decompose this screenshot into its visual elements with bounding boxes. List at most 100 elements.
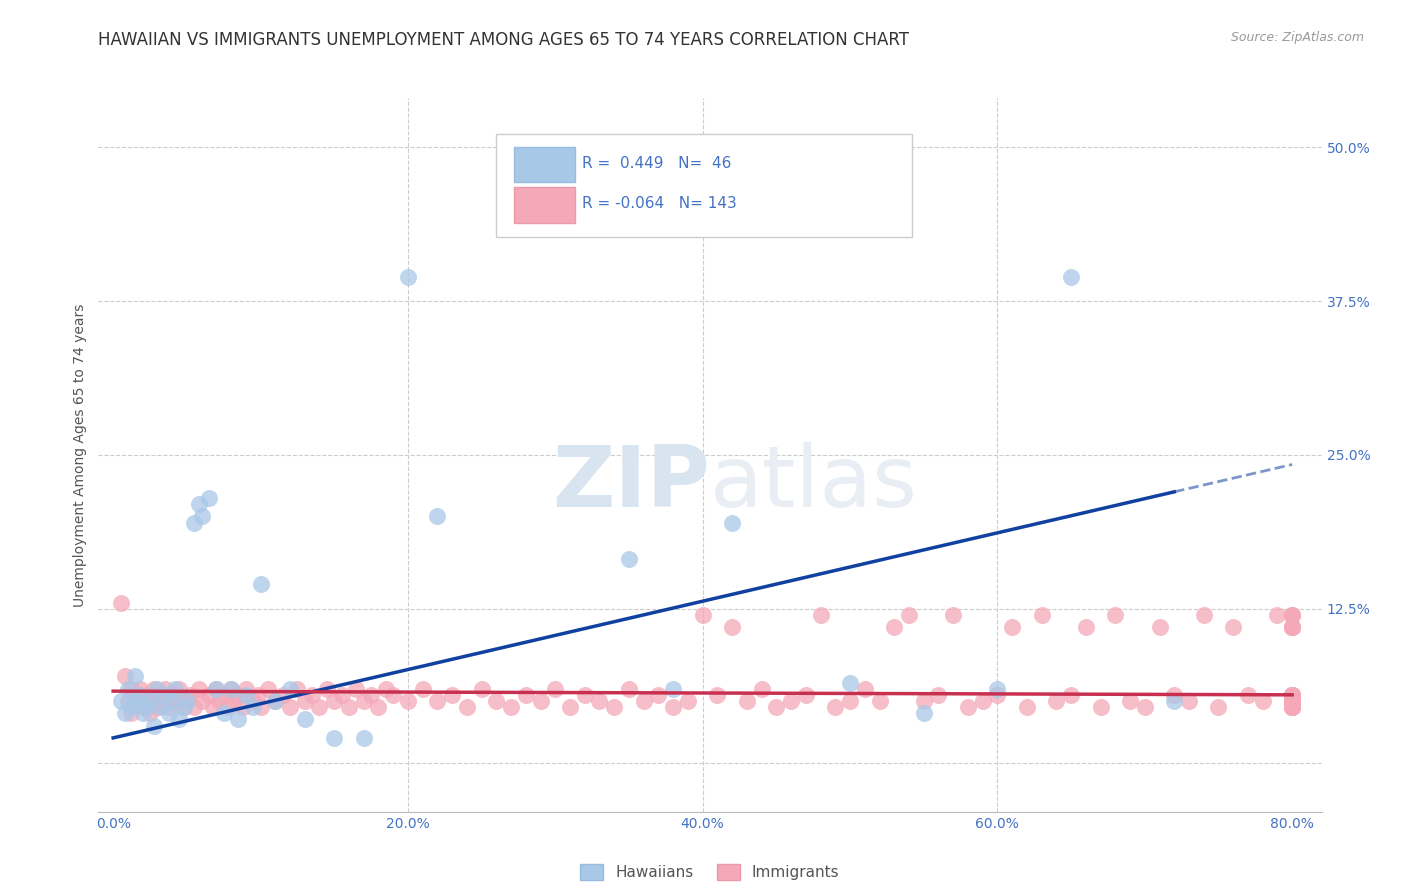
- Point: [110, 596, 132, 610]
- Point: [337, 700, 360, 714]
- Point: [765, 700, 787, 714]
- Point: [190, 694, 212, 708]
- Point: [271, 688, 294, 702]
- Point: [824, 700, 846, 714]
- Point: [912, 694, 935, 708]
- Point: [927, 688, 949, 702]
- Point: [529, 694, 551, 708]
- Point: [1090, 700, 1112, 714]
- Point: [202, 700, 225, 714]
- Point: [149, 700, 172, 714]
- Point: [117, 694, 139, 708]
- Point: [912, 706, 935, 721]
- Point: [157, 706, 180, 721]
- Point: [721, 516, 744, 530]
- Point: [1178, 694, 1201, 708]
- Point: [183, 700, 205, 714]
- Point: [1281, 688, 1303, 702]
- Point: [242, 694, 264, 708]
- Point: [1015, 700, 1038, 714]
- Point: [412, 681, 434, 696]
- Point: [323, 694, 346, 708]
- Point: [456, 700, 478, 714]
- Point: [1281, 688, 1303, 702]
- Point: [120, 700, 142, 714]
- Point: [367, 700, 389, 714]
- Point: [249, 577, 271, 591]
- Point: [117, 681, 139, 696]
- Point: [1281, 607, 1303, 622]
- Point: [396, 694, 419, 708]
- Point: [165, 694, 187, 708]
- Point: [246, 688, 269, 702]
- Point: [110, 694, 132, 708]
- Point: [198, 491, 221, 505]
- Point: [1281, 694, 1303, 708]
- Point: [735, 694, 758, 708]
- Point: [1104, 607, 1126, 622]
- Point: [1045, 694, 1067, 708]
- Point: [149, 694, 172, 708]
- Point: [308, 700, 330, 714]
- Point: [157, 700, 180, 714]
- Point: [257, 681, 280, 696]
- Point: [1149, 620, 1171, 634]
- Point: [1001, 620, 1024, 634]
- Point: [131, 706, 153, 721]
- Point: [160, 688, 183, 702]
- Point: [1281, 694, 1303, 708]
- Point: [485, 694, 508, 708]
- Text: R = -0.064   N= 143: R = -0.064 N= 143: [582, 196, 737, 211]
- Point: [232, 700, 254, 714]
- Point: [1281, 620, 1303, 634]
- Point: [972, 694, 994, 708]
- Point: [114, 706, 136, 721]
- Point: [780, 694, 803, 708]
- Point: [301, 688, 323, 702]
- Point: [222, 694, 245, 708]
- Point: [426, 509, 449, 524]
- FancyBboxPatch shape: [496, 134, 912, 237]
- Point: [1281, 700, 1303, 714]
- Point: [1281, 700, 1303, 714]
- Point: [1281, 688, 1303, 702]
- Point: [426, 694, 449, 708]
- Point: [353, 694, 375, 708]
- Point: [183, 516, 205, 530]
- Point: [986, 681, 1008, 696]
- Point: [217, 700, 239, 714]
- Point: [135, 700, 157, 714]
- Point: [1281, 700, 1303, 714]
- Point: [124, 669, 146, 683]
- Point: [617, 681, 640, 696]
- Point: [294, 713, 316, 727]
- Point: [249, 700, 271, 714]
- Point: [1281, 688, 1303, 702]
- Point: [1060, 269, 1083, 284]
- Point: [143, 718, 166, 732]
- Point: [264, 694, 287, 708]
- Point: [1163, 694, 1185, 708]
- Point: [374, 681, 396, 696]
- Point: [574, 688, 596, 702]
- Point: [544, 681, 567, 696]
- Point: [1281, 620, 1303, 634]
- Point: [721, 620, 744, 634]
- Point: [692, 607, 714, 622]
- Point: [235, 681, 257, 696]
- Point: [160, 694, 183, 708]
- Point: [1281, 688, 1303, 702]
- Point: [794, 688, 817, 702]
- Point: [169, 713, 191, 727]
- Point: [165, 681, 187, 696]
- Point: [120, 706, 142, 721]
- Point: [515, 688, 537, 702]
- Point: [1281, 694, 1303, 708]
- Point: [1281, 694, 1303, 708]
- Point: [353, 731, 375, 745]
- Point: [1281, 694, 1303, 708]
- Point: [1281, 607, 1303, 622]
- Point: [396, 269, 419, 284]
- Point: [588, 694, 610, 708]
- FancyBboxPatch shape: [515, 187, 575, 223]
